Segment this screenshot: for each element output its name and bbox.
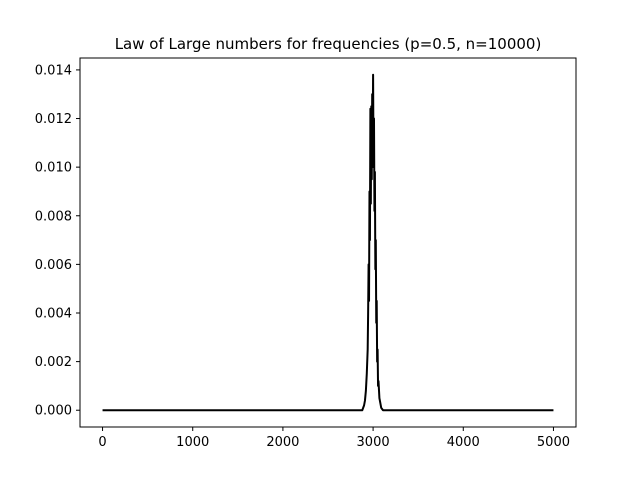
x-tick-label: 1000 — [176, 435, 209, 450]
x-tick-label: 5000 — [537, 435, 570, 450]
y-tick-label: 0.010 — [35, 161, 72, 176]
y-tick-label: 0.004 — [35, 306, 72, 321]
y-axis: 0.000 0.002 0.004 0.006 0.008 0.010 0.012 0.014 — [35, 63, 80, 419]
y-tick-label: 0.002 — [35, 355, 72, 370]
plot-frame — [79, 57, 577, 428]
x-tick-label: 2000 — [266, 435, 299, 450]
chart-title: Law of Large numbers for frequencies (p=… — [115, 35, 542, 53]
y-tick-label: 0.012 — [35, 112, 72, 127]
plot-area — [80, 58, 576, 427]
series-line-frequency — [102, 73, 554, 412]
y-tick-label: 0.006 — [35, 258, 72, 273]
x-tick-label: 3000 — [357, 435, 390, 450]
x-tick-label: 0 — [98, 435, 106, 450]
y-tick-label: 0.014 — [35, 63, 72, 78]
series-layer — [102, 73, 554, 412]
x-tick-label: 4000 — [447, 435, 480, 450]
x-axis: 0 1000 2000 3000 4000 5000 — [98, 427, 570, 450]
y-tick-label: 0.008 — [35, 209, 72, 224]
y-tick-label: 0.000 — [35, 404, 72, 419]
